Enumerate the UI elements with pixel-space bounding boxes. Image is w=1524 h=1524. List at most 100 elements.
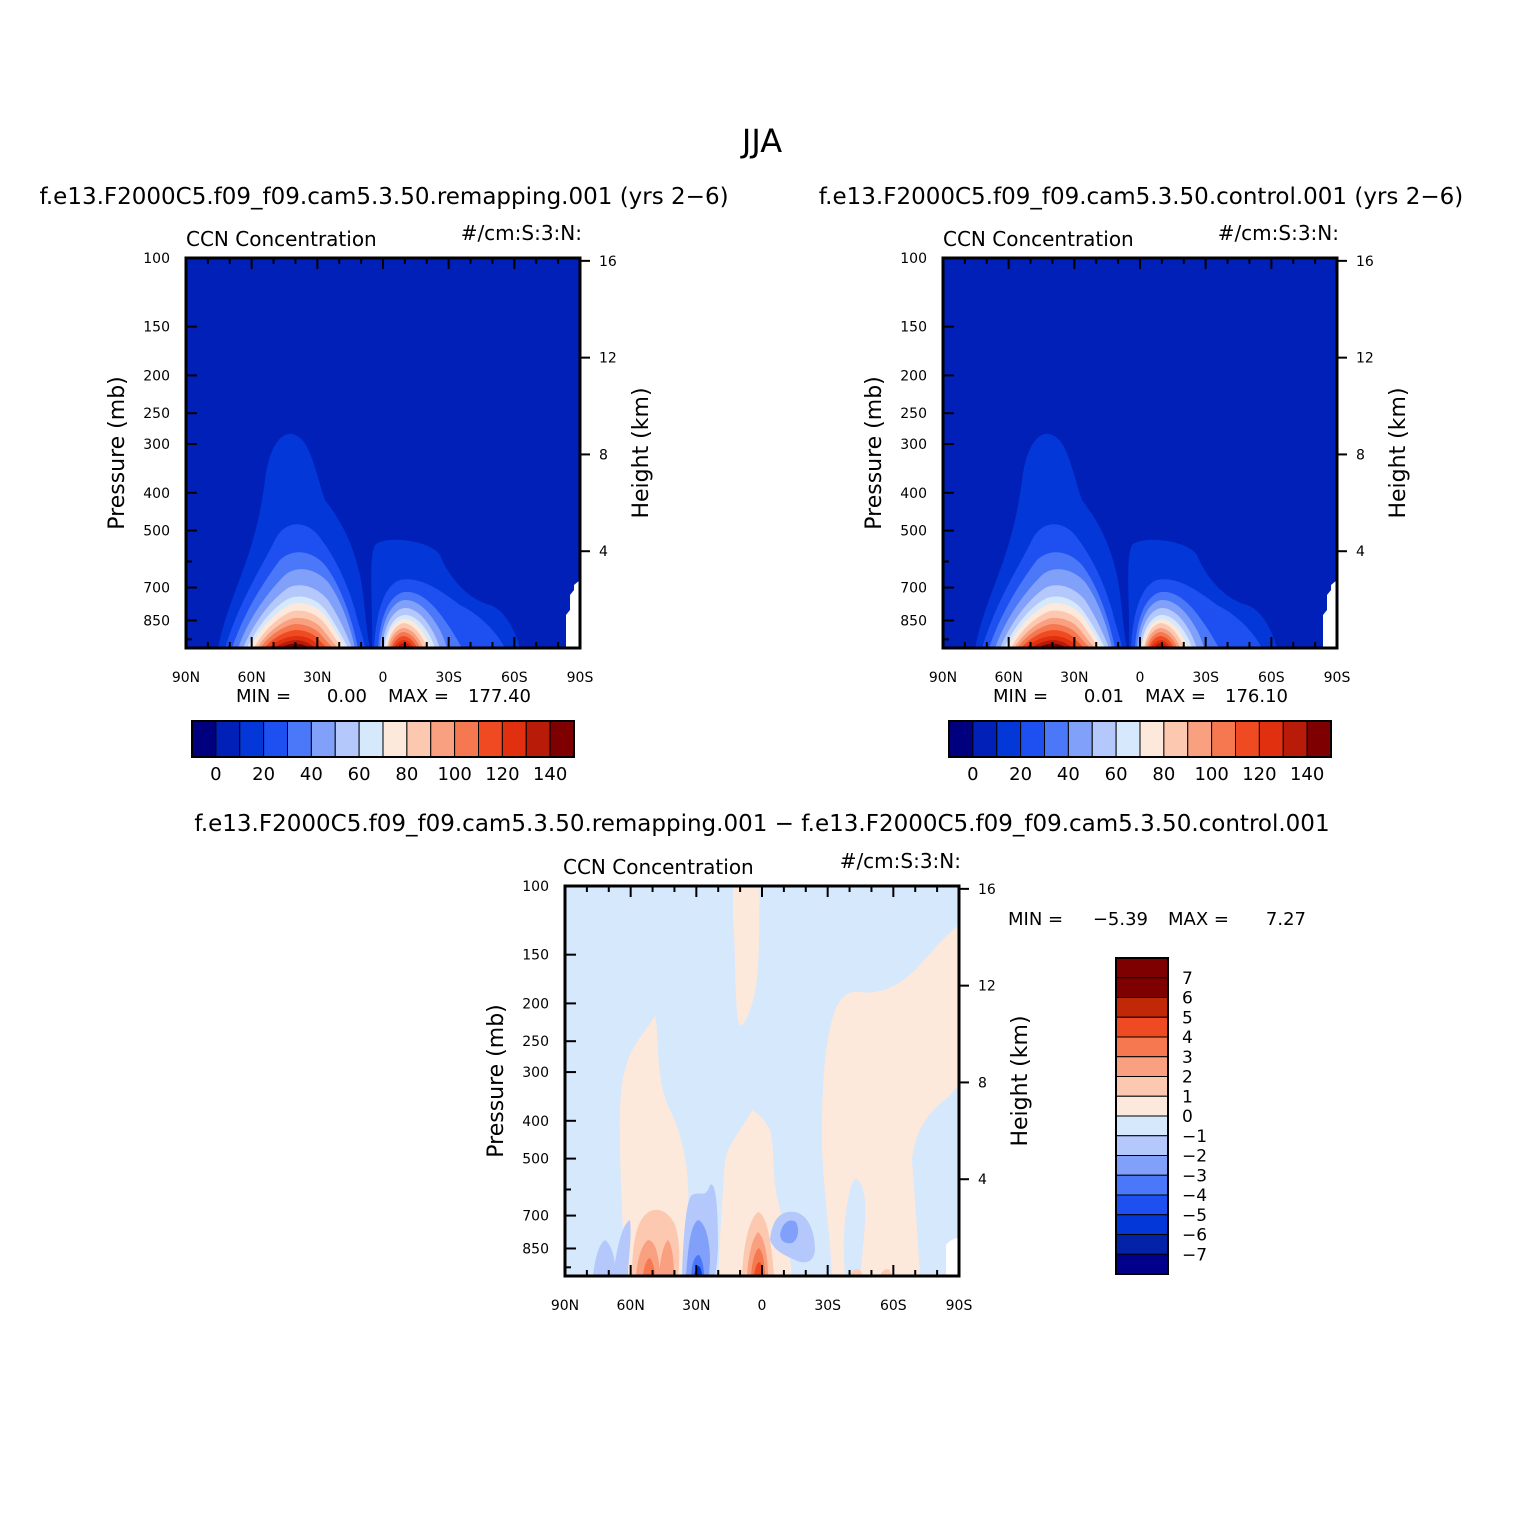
colorbar-label: 120 xyxy=(1242,764,1276,785)
colorbar-label: 60 xyxy=(348,764,371,785)
colorbar-box xyxy=(191,720,217,758)
height-tick-label: 12 xyxy=(599,351,617,367)
pressure-tick-label: 300 xyxy=(900,437,927,453)
colorbar-label: 1 xyxy=(1182,1087,1193,1107)
colorbar-frame xyxy=(191,720,575,758)
colorbar: 0 20 40 60 80 100 120 140 xyxy=(191,720,575,785)
colorbar-box xyxy=(1091,720,1117,758)
colorbar-box xyxy=(1115,1214,1169,1235)
latitude-tick-label: 90S xyxy=(1324,670,1351,686)
colorbar-box xyxy=(1115,1174,1169,1196)
colorbar-box xyxy=(1067,720,1093,758)
colorbar-label: 2 xyxy=(1182,1068,1193,1088)
colorbar-label: 0 xyxy=(1182,1107,1193,1127)
axes: 100 150 200 250 300 400 500 700 850 16 12 8 4 90N 60N 3… xyxy=(862,251,1411,686)
colorbar-label: 0 xyxy=(210,764,221,785)
latitude-tick-label: 60N xyxy=(995,670,1023,686)
colorbar-box xyxy=(1020,720,1045,758)
page-title: JJA xyxy=(740,122,782,160)
units-label: #/cm:S:3:N: xyxy=(840,849,961,873)
colorbar-box xyxy=(1115,1135,1169,1156)
latitude-tick-label: 90N xyxy=(929,670,957,686)
contour-level xyxy=(686,1220,710,1276)
y-axis-label: Pressure (mb) xyxy=(484,1004,509,1158)
contour-level xyxy=(613,1220,631,1276)
colorbar-label: 80 xyxy=(395,764,418,785)
colorbar-box xyxy=(1115,1115,1169,1137)
min-value: −5.39 xyxy=(1093,909,1148,930)
variable-label: CCN Concentration xyxy=(186,227,377,251)
height-tick-label: 4 xyxy=(1356,544,1365,560)
colorbar-box xyxy=(1115,720,1141,758)
colorbar-box xyxy=(215,720,241,758)
colorbar-label: 20 xyxy=(252,764,275,785)
latitude-tick-label: 30S xyxy=(814,1298,841,1314)
colorbar-box xyxy=(263,720,288,758)
latitude-tick-label: 0 xyxy=(1136,670,1145,686)
panel-title: f.e13.F2000C5.f09_f09.cam5.3.50.control.… xyxy=(819,184,1463,210)
pressure-tick-label: 500 xyxy=(522,1152,549,1168)
max-value: 7.27 xyxy=(1266,909,1306,930)
max-label: MAX = xyxy=(1145,686,1206,707)
min-value: 0.00 xyxy=(327,686,367,707)
contour-level xyxy=(733,886,760,1026)
pressure-tick-label: 850 xyxy=(522,1241,549,1257)
pressure-tick-label: 400 xyxy=(143,486,170,502)
colorbar-box xyxy=(1115,1036,1169,1058)
pressure-tick-label: 500 xyxy=(900,524,927,540)
contour-level xyxy=(659,1240,674,1276)
pressure-tick-label: 700 xyxy=(900,581,927,597)
units-label: #/cm:S:3:N: xyxy=(461,221,582,245)
colorbar-box xyxy=(1115,1234,1169,1255)
colorbar-box xyxy=(972,720,998,758)
colorbar-label: 0 xyxy=(967,764,978,785)
colorbar-label: −4 xyxy=(1182,1186,1207,1206)
pressure-tick-label: 100 xyxy=(522,879,549,895)
pressure-tick-label: 850 xyxy=(143,613,170,629)
pressure-tick-label: 200 xyxy=(143,368,170,384)
colorbar-box xyxy=(454,720,479,758)
colorbar-box xyxy=(1282,720,1308,758)
contour-level xyxy=(780,1220,799,1244)
latitude-tick-label: 60N xyxy=(617,1298,645,1314)
colorbar-box xyxy=(430,720,456,758)
colorbar-label: 80 xyxy=(1152,764,1175,785)
panel-difference: f.e13.F2000C5.f09_f09.cam5.3.50.remappin… xyxy=(194,811,1329,1314)
colorbar-box xyxy=(1115,1016,1169,1038)
pressure-tick-label: 150 xyxy=(900,320,927,336)
colorbar-box xyxy=(948,720,974,758)
latitude-tick-label: 0 xyxy=(379,670,388,686)
pressure-tick-label: 700 xyxy=(522,1209,549,1225)
colorbar-box xyxy=(1115,1155,1169,1176)
colorbar-label: −1 xyxy=(1182,1127,1207,1147)
panel-title: f.e13.F2000C5.f09_f09.cam5.3.50.remappin… xyxy=(194,811,1329,837)
pressure-tick-label: 200 xyxy=(522,996,549,1012)
y-axis-label-right: Height (km) xyxy=(629,387,654,518)
plot-area xyxy=(943,258,1337,648)
max-label: MAX = xyxy=(388,686,449,707)
colorbar-box xyxy=(1115,997,1169,1018)
latitude-tick-label: 90S xyxy=(946,1298,973,1314)
colorbar-label: 100 xyxy=(1194,764,1228,785)
colorbar-label: 3 xyxy=(1182,1048,1193,1068)
units-label: #/cm:S:3:N: xyxy=(1218,221,1339,245)
y-axis-label-right: Height (km) xyxy=(1008,1015,1033,1146)
missing-data-region xyxy=(566,580,580,648)
max-value: 176.10 xyxy=(1225,686,1288,707)
latitude-tick-label: 30N xyxy=(303,670,331,686)
latitude-tick-label: 60N xyxy=(238,670,266,686)
colorbar-box xyxy=(239,720,265,758)
height-tick-label: 8 xyxy=(978,1075,987,1091)
contour-level xyxy=(619,1015,689,1276)
contour-level xyxy=(754,1262,763,1276)
latitude-tick-label: 30N xyxy=(1060,670,1088,686)
pressure-tick-label: 850 xyxy=(900,613,927,629)
pressure-tick-label: 500 xyxy=(143,524,170,540)
height-tick-label: 16 xyxy=(599,254,617,270)
colorbar-box xyxy=(1139,720,1165,758)
colorbar-label: −7 xyxy=(1182,1245,1207,1265)
colorbar-label: 120 xyxy=(485,764,519,785)
colorbar-box xyxy=(1044,720,1069,758)
